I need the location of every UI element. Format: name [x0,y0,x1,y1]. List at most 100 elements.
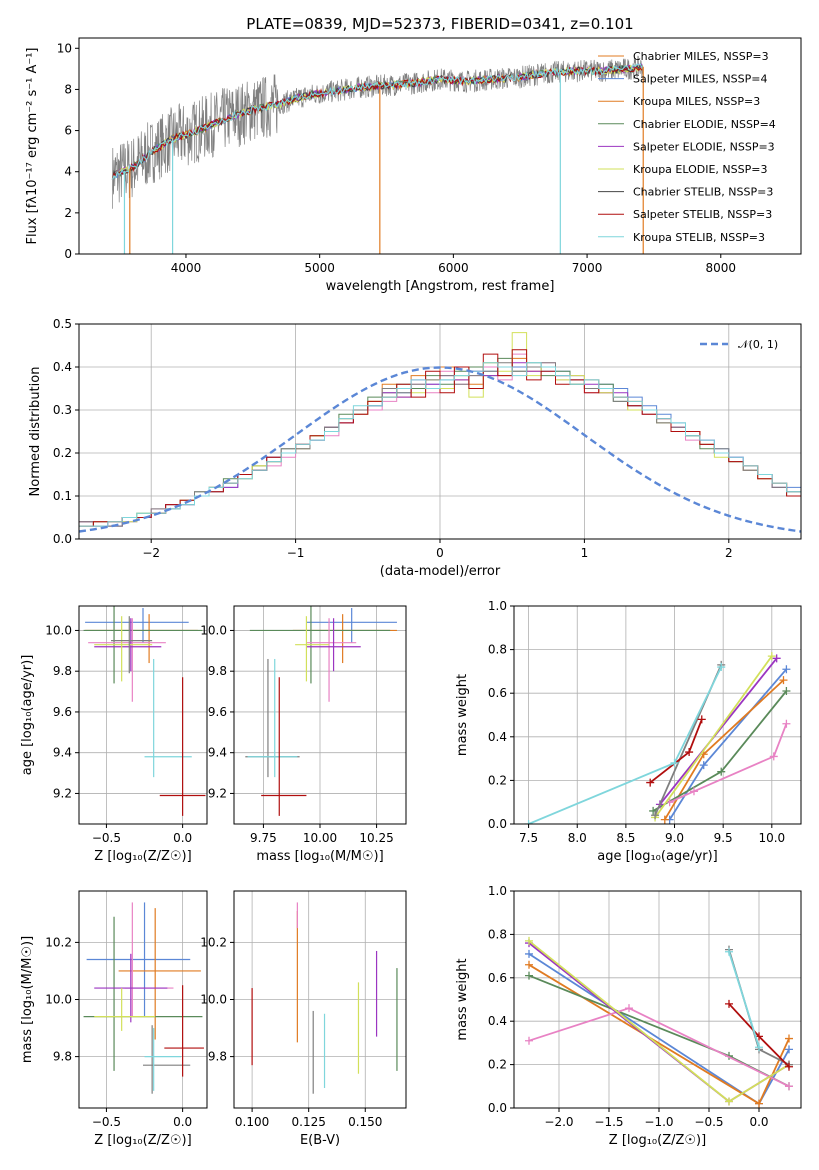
spectrum-plot-area [111,55,644,254]
massweight-vs-Z-xtick-label: 0.0 [749,1115,768,1129]
age-vs-Z-plot-area [83,606,206,816]
legend-label: Salpeter ELODIE, NSSP=3 [633,140,775,153]
residuals-axes: −2 −1 0 1 2 0.0 0.1 0.2 0.3 0.4 0.5 (data-model)/er… [28,317,801,579]
massweight-vs-age-marker-green [782,687,791,696]
residuals-ytick-label: 0.1 [53,489,72,503]
age-vs-mass-frame [233,605,407,825]
massweight-vs-age-xtick-label: 8.5 [616,831,635,845]
age-vs-Z-ytick-label: 9.2 [53,786,72,800]
massweight-vs-age-xtick-label: 9.0 [665,831,684,845]
massweight-vs-age-marker-green [649,806,658,815]
age-vs-mass-xtick-label: 10.00 [303,831,337,845]
spectrum-frame [78,37,802,255]
age-vs-Z-frame [78,605,208,825]
massweight-vs-age-marker-blue [782,665,791,674]
massweight-vs-age-ytick-label: 1.0 [488,599,507,613]
residuals-xtick-label: 1 [581,546,589,560]
massweight-vs-Z-ytick-label: 1.0 [488,884,507,898]
spectrum-ylabel: Flux [fλ10⁻¹⁷ erg cm⁻² s⁻¹ A⁻¹] [25,48,40,245]
residuals-xtick-label: −2 [142,546,160,560]
massweight-vs-Z-ytick-label: 0.4 [488,1014,507,1028]
mass-vs-EBV-xtick-label: 0.100 [235,1115,269,1129]
spectrum-xlabel: wavelength [Angstrom, rest frame] [326,279,555,294]
mass-vs-Z-xtick-label: 0.0 [173,1115,192,1129]
mass-vs-EBV-ytick-label: 10.0 [200,993,227,1007]
massweight-vs-Z-marker-cyan [725,947,733,956]
spectrum-ytick-label: 8 [64,82,72,96]
age-vs-mass-ytick-label: 9.8 [208,664,227,678]
massweight-vs-age-ylabel: mass weight [455,674,470,756]
mass-vs-Z-xlabel: Z [log₁₀(Z/Z☉)] [94,1133,191,1148]
spectrum-title: PLATE=0839, MJD=52373, FIBERID=0341, z=0… [246,15,633,33]
massweight-vs-Z-marker-green [525,971,533,980]
massweight-vs-Z-xtick-label: −1.0 [644,1115,673,1129]
legend-label: Kroupa STELIB, NSSP=3 [633,231,765,244]
normal-curve [79,366,801,533]
spectrum-ytick-label: 6 [64,124,72,138]
age-vs-mass-xlabel: mass [log₁₀(M/M☉)] [256,849,383,864]
massweight-vs-age-ytick-label: 0.0 [488,817,507,831]
mass-vs-EBV-plot-area [251,902,398,1094]
massweight-vs-age-marker-darkred [697,715,706,724]
mass-vs-Z-xtick-label: −0.5 [92,1115,121,1129]
age-vs-mass-ytick-label: 9.4 [208,746,227,760]
age-vs-Z-ytick-label: 9.8 [53,664,72,678]
spectrum-model-darkgray [111,64,643,180]
massweight-vs-Z-marker-pink [625,1004,633,1013]
mass-vs-Z-plot-area [83,902,204,1094]
spectrum-xtick-label: 8000 [706,261,737,275]
spectrum-model-cyan [111,63,643,180]
spectrum-xtick-label: 6000 [438,261,469,275]
residuals-ytick-label: 0.2 [53,446,72,460]
residuals-ylabel: Normed distribution [28,367,43,497]
mass-vs-Z-ytick-label: 10.0 [45,993,72,1007]
spectrum-ytick-label: 10 [57,41,72,55]
massweight-vs-age-marker-green [717,767,726,776]
massweight-vs-age-xtick-label: 8.0 [568,831,587,845]
massweight-vs-age-marker-pink [782,719,791,728]
age-vs-mass-ytick-label: 10.0 [200,623,227,637]
massweight-vs-age-ytick-label: 0.8 [488,643,507,657]
age-vs-Z-axes: −0.5 0.0 9.2 9.4 9.6 9.8 10.0 Z [log₁₀(Z/Z☉)] ag… [20,606,207,864]
spectrum-xtick-label: 7000 [572,261,603,275]
massweight-vs-Z-ytick-label: 0.2 [488,1058,507,1072]
massweight-vs-age-xtick-label: 7.5 [519,831,538,845]
residual-hist-cyan [79,362,801,527]
age-vs-mass-plot-area [245,606,397,816]
massweight-vs-age-marker-yellow [767,652,776,661]
massweight-vs-age-ytick-label: 0.6 [488,686,507,700]
massweight-vs-age-ytick-label: 0.4 [488,730,507,744]
massweight-vs-age-marker-cyan [717,663,726,672]
mass-vs-Z-ylabel: mass [log₁₀(M/M☉)] [20,936,35,1063]
massweight-vs-age-line-yellow [654,655,773,819]
age-vs-Z-ytick-label: 9.6 [53,705,72,719]
massweight-vs-age-xtick-label: 10.0 [758,831,785,845]
mass-vs-Z-frame [78,890,208,1109]
legend-label: Chabrier ELODIE, NSSP=4 [633,118,776,131]
massweight-vs-Z-marker-yellow [725,1097,733,1106]
massweight-vs-Z-marker-orange [525,960,533,969]
massweight-vs-age-plot-area [524,652,791,824]
residuals-frame [78,323,802,540]
age-vs-Z-xtick-label: 0.0 [173,831,192,845]
massweight-vs-Z-marker-blue [525,949,533,958]
legend-label: Kroupa ELODIE, NSSP=3 [633,163,767,176]
legend-label: Chabrier MILES, NSSP=3 [633,50,769,63]
massweight-vs-age-marker-pink [689,787,698,796]
age-vs-Z-ytick-label: 10.0 [45,623,72,637]
residuals-plot-area [79,332,801,533]
massweight-vs-Z-marker-cyan [755,1043,763,1052]
residuals-ytick-label: 0.3 [53,403,72,417]
legend-label: Chabrier STELIB, NSSP=3 [633,186,773,199]
massweight-vs-Z-xtick-label: −2.0 [544,1115,573,1129]
massweight-vs-age-xtick-label: 9.5 [714,831,733,845]
mass-vs-EBV-xlabel: E(B-V) [300,1133,340,1148]
age-vs-Z-ylabel: age [log₁₀(age/yr)] [20,655,35,776]
massweight-vs-Z-ytick-label: 0.8 [488,927,507,941]
spectrum-ytick-label: 4 [64,165,72,179]
spectrum-ytick-label: 2 [64,206,72,220]
massweight-vs-age-marker-pink [769,752,778,761]
residuals-legend: 𝒩(0, 1) [700,338,778,351]
mass-vs-EBV-axes: 0.100 0.125 0.150 9.8 10.0 10.2 E(B-V) [200,891,406,1148]
